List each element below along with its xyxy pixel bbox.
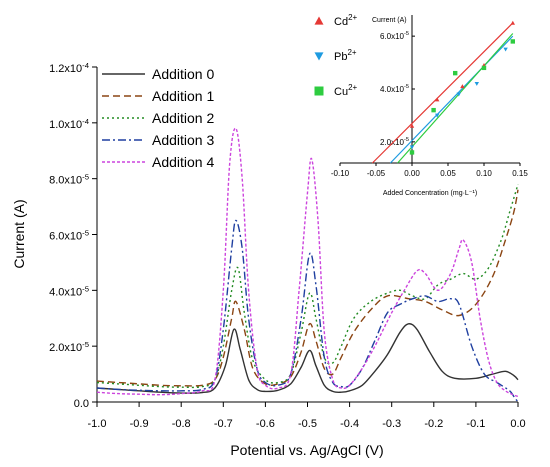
main-y-tick-label-exponent: -4 (82, 117, 90, 126)
inset-y-tick-label: 6.0x10-5 (380, 31, 409, 41)
main-y-tick-label-exponent: -5 (82, 173, 89, 182)
inset-y-tick-label-mantissa: 4.0x10 (380, 85, 405, 94)
inset-point-1 (409, 145, 415, 150)
inset-point-0 (510, 20, 515, 25)
main-y-tick-label-exponent: -5 (82, 229, 89, 238)
inset-point-0 (460, 84, 465, 89)
main-y-axis-label: Current (A) (11, 199, 27, 268)
main-x-tick-label: -0.5 (298, 418, 317, 430)
inset-legend-ion-1: Pb (334, 51, 347, 63)
inset-legend-marker-2 (314, 86, 324, 96)
inset-point-1 (435, 113, 440, 118)
main-y-tick-label-exponent: -5 (82, 340, 89, 349)
main-x-tick-label: -0.2 (424, 418, 443, 430)
main-y-tick-label-mantissa: 2.0x10 (49, 342, 82, 354)
inset-legend-label-1: Pb2+ (334, 48, 357, 63)
inset-legend-label-0: Cd2+ (334, 13, 358, 28)
inset-points (409, 20, 515, 155)
main-x-tick-label: -0.4 (340, 418, 359, 430)
inset-x-tick-label: 0.15 (512, 169, 528, 178)
main-y-tick-label: 0.0 (74, 398, 89, 410)
main-y-tick-label-mantissa: 4.0x10 (49, 286, 82, 298)
inset-x-tick-label: 0.10 (476, 169, 492, 178)
inset-legend-ion-2: Cu (334, 86, 348, 98)
main-x-tick-label: -0.3 (382, 418, 401, 430)
inset-x-tick-label: 0.00 (404, 169, 420, 178)
series-line-addition-2 (96, 184, 519, 389)
main-y-tick-label: 1.2x10-4 (49, 61, 90, 75)
series-line-addition-0 (96, 323, 519, 394)
main-x-tick-label: 0.0 (510, 418, 525, 430)
inset-x-axis-label: Added Concentration (mg·L⁻¹) (383, 190, 477, 197)
main-y-tick-label-mantissa: 1.2x10 (49, 63, 82, 75)
inset-y-tick-label-exponent: -5 (404, 84, 409, 90)
main-y-tick-label-mantissa: 1.0x10 (49, 119, 82, 131)
inset-point-0 (435, 97, 440, 102)
main-legend: Addition 0 Addition 1 Addition 2 Addition 3… (102, 66, 214, 170)
inset-point-1 (456, 92, 461, 97)
inset-legend-ion-0: Cd (334, 16, 348, 28)
main-y-tick-label: 1.0x10-4 (49, 117, 90, 131)
inset-point-2 (481, 65, 487, 71)
inset-y-tick-label: 4.0x10-5 (380, 84, 409, 94)
main-y-tick-label-exponent: -5 (82, 284, 89, 293)
main-x-axis-label: Potential vs. Ag/AgCl (V) (230, 442, 383, 458)
main-y-tick-label: 6.0x10-5 (49, 229, 89, 243)
main-ticks: -1.0 -0.9 -0.8 -0.7 -0.6 -0.5 -0.4 -0.3 -0.2 -0.1… (49, 61, 526, 430)
main-x-tick-label: -0.7 (214, 418, 233, 430)
inset-legend-charge-1: 2+ (347, 48, 356, 57)
inset-legend-marker-1 (314, 52, 324, 61)
inset-point-2 (453, 70, 458, 76)
legend-label-addition-0: Addition 0 (152, 66, 214, 82)
inset-point-0 (409, 123, 415, 128)
inset-point-1 (503, 47, 508, 52)
main-series-lines (96, 127, 519, 403)
main-x-tick-label: -0.8 (172, 418, 191, 430)
inset-point-2 (431, 107, 436, 113)
series-line-addition-3 (96, 219, 519, 403)
inset-y-tick-label-exponent: -5 (404, 137, 409, 143)
inset-x-tick-label: -0.05 (367, 169, 386, 178)
inset-legend-marker-0 (314, 16, 324, 25)
main-x-tick-label: -0.6 (256, 418, 275, 430)
main-x-tick-label: -1.0 (88, 418, 107, 430)
inset-y-tick-label-exponent: -5 (404, 31, 409, 37)
inset-legend-charge-0: 2+ (348, 13, 357, 22)
main-x-tick-label: -0.1 (466, 418, 485, 430)
legend-label-addition-2: Addition 2 (152, 110, 214, 126)
legend-label-addition-3: Addition 3 (152, 132, 214, 148)
main-x-tick-label: -0.9 (130, 418, 149, 430)
inset-x-tick-label: 0.05 (440, 169, 456, 178)
inset-fit-line-2 (397, 33, 514, 164)
inset-frame (340, 5, 540, 163)
main-y-tick-label-mantissa: 8.0x10 (49, 175, 82, 187)
legend-label-addition-4: Addition 4 (152, 154, 214, 170)
legend-label-addition-1: Addition 1 (152, 88, 214, 104)
inset-fit-line-0 (371, 22, 514, 164)
main-y-tick-label: 2.0x10-5 (49, 340, 89, 354)
inset-legend-charge-2: 2+ (348, 83, 357, 92)
inset-fit-lines (371, 22, 514, 164)
inset-point-2 (409, 150, 415, 155)
inset-legend-label-2: Cu2+ (334, 83, 358, 98)
inset-title: Current (A) (372, 17, 407, 24)
inset-x-tick-label: -0.10 (331, 169, 350, 178)
inset-legend: Cd2+Pb2+Cu2+ (314, 13, 358, 98)
inset-y-tick-label-mantissa: 6.0x10 (380, 32, 405, 41)
inset-point-2 (510, 39, 515, 44)
main-y-tick-label-exponent: -4 (82, 61, 90, 70)
series-line-addition-1 (96, 189, 519, 387)
inset-point-1 (474, 81, 479, 86)
main-y-tick-label-mantissa: 6.0x10 (49, 231, 82, 243)
main-y-tick-label: 4.0x10-5 (49, 284, 89, 298)
main-y-tick-label: 8.0x10-5 (49, 173, 89, 187)
